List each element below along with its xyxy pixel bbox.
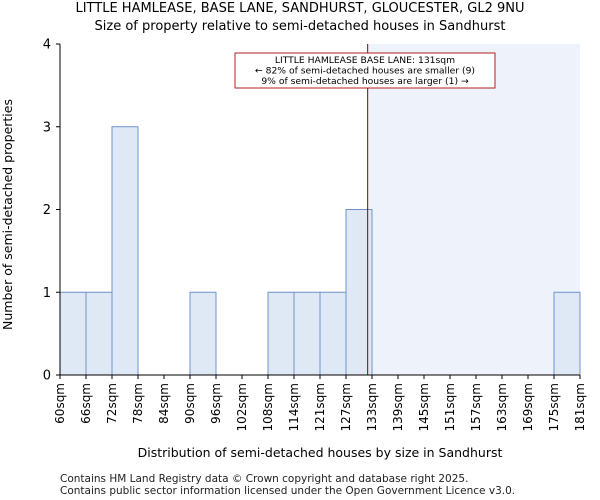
x-tick-label: 114sqm (287, 383, 301, 431)
bar (85, 291, 113, 376)
bar (319, 291, 347, 376)
x-tick-label: 90sqm (183, 383, 197, 424)
x-tick-label: 60sqm (53, 383, 67, 424)
x-tick-label: 151sqm (443, 383, 457, 431)
y-axis-label: Number of semi-detached properties (0, 99, 15, 330)
x-axis-label: Distribution of semi-detached houses by … (138, 445, 503, 460)
annotation-line-3: 9% of semi-detached houses are larger (1… (261, 76, 469, 87)
x-tick-label: 121sqm (313, 383, 327, 431)
y-tick-label: 4 (43, 38, 51, 53)
bar (111, 126, 139, 376)
x-tick-label: 127sqm (339, 383, 353, 431)
annotation-line-1: LITTLE HAMLEASE BASE LANE: 131sqm (275, 55, 455, 66)
y-tick-label: 3 (43, 120, 51, 135)
chart-title: LITTLE HAMLEASE, BASE LANE, SANDHURST, G… (75, 1, 525, 16)
x-tick-label: 72sqm (105, 383, 119, 424)
x-tick-label: 78sqm (131, 383, 145, 424)
property-annotation: LITTLE HAMLEASE BASE LANE: 131sqm ← 82% … (234, 52, 496, 89)
larger-region-highlight (367, 44, 580, 375)
x-tick-label: 108sqm (261, 383, 275, 431)
footer-copyright: Contains HM Land Registry data © Crown c… (60, 473, 469, 485)
x-tick-label: 169sqm (521, 383, 535, 431)
bar (59, 291, 87, 376)
y-tick-label: 1 (43, 286, 51, 301)
y-tick-label: 2 (43, 203, 51, 218)
x-tick-label: 163sqm (495, 383, 509, 431)
x-tick-label: 102sqm (235, 383, 249, 431)
x-tick-label: 96sqm (209, 383, 223, 424)
x-tick-label: 133sqm (365, 383, 379, 431)
x-tick-label: 145sqm (417, 383, 431, 431)
bar (267, 291, 295, 376)
bar (189, 291, 217, 376)
footer-licence: Contains public sector information licen… (60, 485, 516, 497)
bar (293, 291, 321, 376)
x-tick-label: 84sqm (157, 383, 171, 424)
x-tick-label: 175sqm (547, 383, 561, 431)
y-tick-label: 0 (43, 369, 51, 384)
x-tick-label: 181sqm (573, 383, 587, 431)
chart-subtitle: Size of property relative to semi-detach… (94, 19, 506, 34)
annotation-line-2: ← 82% of semi-detached houses are smalle… (255, 66, 475, 77)
x-tick-label: 66sqm (79, 383, 93, 424)
annotation-box (234, 52, 496, 89)
bar (553, 291, 581, 376)
x-tick-label: 139sqm (391, 383, 405, 431)
x-tick-label: 157sqm (469, 383, 483, 431)
